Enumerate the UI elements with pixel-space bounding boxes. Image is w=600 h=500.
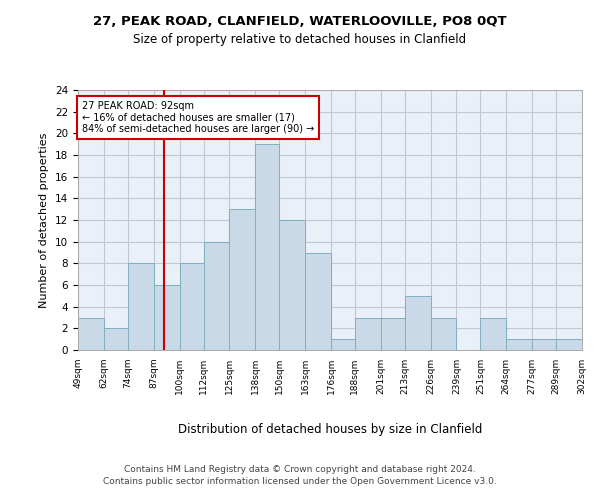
Bar xyxy=(305,252,331,350)
Text: Contains HM Land Registry data © Crown copyright and database right 2024.: Contains HM Land Registry data © Crown c… xyxy=(124,465,476,474)
Bar xyxy=(154,285,179,350)
Bar xyxy=(255,144,279,350)
Bar xyxy=(78,318,104,350)
Bar xyxy=(104,328,128,350)
Bar xyxy=(229,209,255,350)
Bar xyxy=(203,242,229,350)
Text: Size of property relative to detached houses in Clanfield: Size of property relative to detached ho… xyxy=(133,32,467,46)
Bar xyxy=(556,339,582,350)
Text: 27 PEAK ROAD: 92sqm
← 16% of detached houses are smaller (17)
84% of semi-detach: 27 PEAK ROAD: 92sqm ← 16% of detached ho… xyxy=(82,101,314,134)
Bar xyxy=(179,264,203,350)
Bar xyxy=(405,296,431,350)
Bar xyxy=(279,220,305,350)
Bar xyxy=(431,318,457,350)
Bar xyxy=(481,318,506,350)
Bar xyxy=(381,318,405,350)
Bar xyxy=(532,339,556,350)
Bar xyxy=(506,339,532,350)
Text: 27, PEAK ROAD, CLANFIELD, WATERLOOVILLE, PO8 0QT: 27, PEAK ROAD, CLANFIELD, WATERLOOVILLE,… xyxy=(93,15,507,28)
Bar xyxy=(331,339,355,350)
Bar xyxy=(128,264,154,350)
Bar xyxy=(582,339,600,350)
Bar xyxy=(355,318,381,350)
Text: Distribution of detached houses by size in Clanfield: Distribution of detached houses by size … xyxy=(178,422,482,436)
Y-axis label: Number of detached properties: Number of detached properties xyxy=(40,132,49,308)
Text: Contains public sector information licensed under the Open Government Licence v3: Contains public sector information licen… xyxy=(103,478,497,486)
